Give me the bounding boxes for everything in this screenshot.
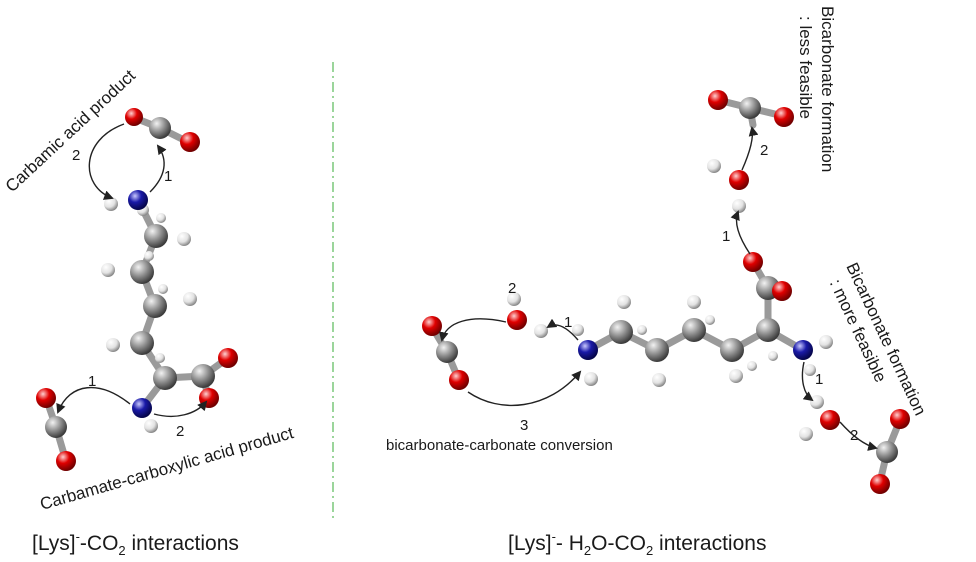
left-step-1b: 1 [88, 373, 96, 390]
left-arrow-1 [149, 144, 167, 193]
right-caption: [Lys]-- H2O-CO2 interactions [508, 529, 766, 558]
right-arrow-top-1 [730, 210, 751, 255]
right-step-right-2: 2 [850, 427, 858, 444]
svg-text:Bicarbonate formation: Bicarbonate formation [818, 6, 837, 172]
right-arrow-top-2 [741, 126, 759, 171]
right-step-left-2: 2 [508, 280, 516, 297]
right-arrow-right-1 [801, 361, 814, 402]
left-arrow-1b [56, 386, 131, 414]
right-arrow-right-2 [839, 421, 878, 451]
left-step-2: 2 [72, 147, 80, 164]
less-feasible-label: Bicarbonate formation : less feasible [796, 6, 837, 172]
right-arrow-left-3 [467, 370, 582, 407]
right-arrow-left-1 [546, 318, 579, 341]
more-feasible-label: Bicarbonate formation : more feasible [826, 260, 930, 419]
carbamate-carboxylic-label: Carbamate-carboxylic acid product [38, 423, 296, 514]
left-arrow-2b [153, 400, 208, 418]
carbamic-acid-label: Carbamic acid product [2, 66, 140, 196]
right-step-top-1: 1 [722, 228, 730, 245]
right-step-left-3: 3 [520, 417, 528, 434]
left-arrow-2 [88, 123, 125, 200]
svg-text:: less feasible: : less feasible [796, 16, 815, 119]
right-step-left-1: 1 [564, 314, 572, 331]
right-step-right-1: 1 [815, 371, 823, 388]
right-molecule [422, 90, 910, 494]
conversion-label: bicarbonate-carbonate conversion [386, 437, 613, 454]
right-step-top-2: 2 [760, 142, 768, 159]
left-step-2b: 2 [176, 423, 184, 440]
right-arrow-left-2 [438, 318, 507, 342]
left-caption: [Lys]--CO2 interactions [32, 529, 239, 558]
left-molecule [36, 108, 238, 471]
left-step-1: 1 [164, 168, 172, 185]
